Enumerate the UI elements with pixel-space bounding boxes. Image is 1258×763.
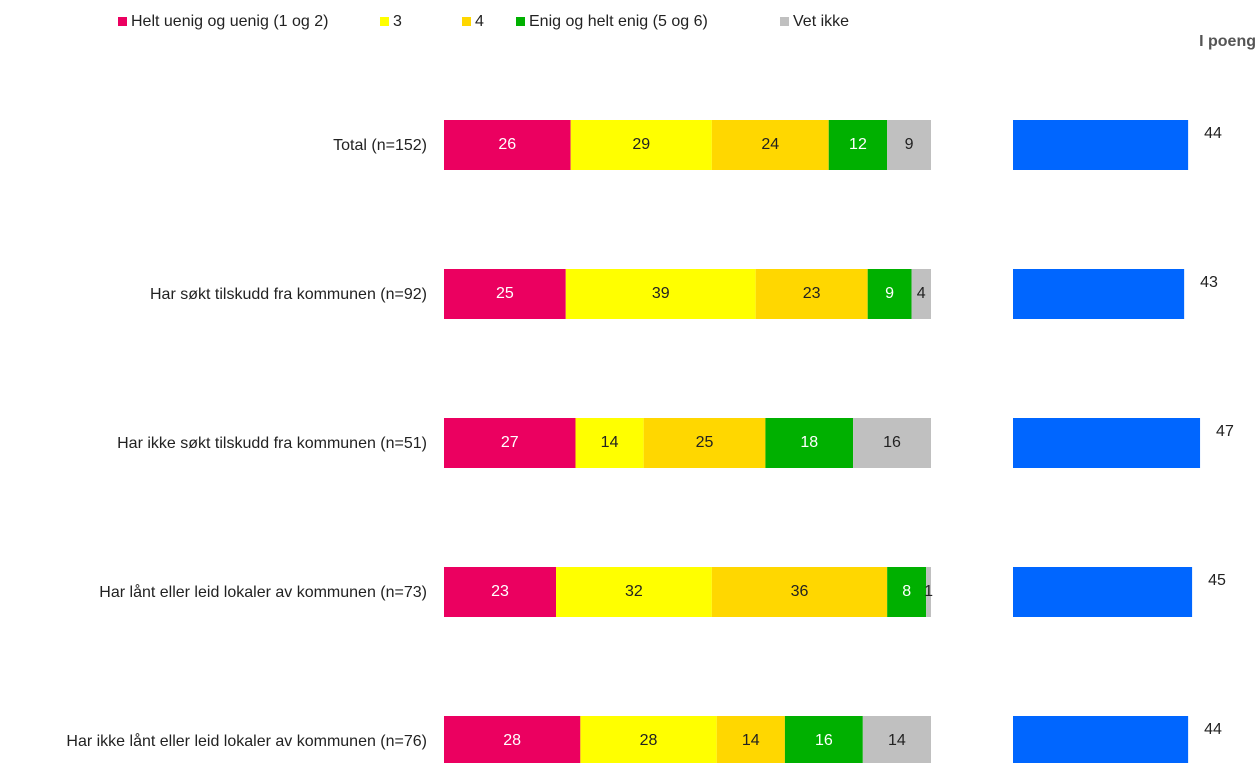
bar-segment <box>862 716 931 763</box>
bar-segment <box>444 269 566 319</box>
bar-segment <box>887 120 931 170</box>
bar-segment <box>765 418 854 468</box>
bar-segment <box>853 418 931 468</box>
bar-segment <box>444 716 581 763</box>
data-label: 18 <box>800 434 818 451</box>
legend-swatch <box>780 17 789 26</box>
data-label: 25 <box>496 285 514 302</box>
data-label: 27 <box>501 434 519 451</box>
data-label: 36 <box>791 583 809 600</box>
legend-label: 3 <box>393 13 402 30</box>
category-label: Har søkt tilskudd fra kommunen (n=92) <box>150 285 427 303</box>
data-label: 9 <box>885 285 894 302</box>
legend-label: Helt uenig og uenig (1 og 2) <box>131 13 328 30</box>
category-label: Har lånt eller leid lokaler av kommunen … <box>99 583 427 601</box>
data-label: 4 <box>917 285 926 302</box>
data-label: 16 <box>883 434 901 451</box>
data-label: 12 <box>849 136 867 153</box>
bar <box>1013 567 1193 617</box>
data-label: 26 <box>498 136 516 153</box>
data-label: 25 <box>696 434 714 451</box>
bar-segment <box>643 418 766 468</box>
bar <box>1013 418 1201 468</box>
bar-segment <box>575 418 644 468</box>
legend-swatch <box>516 17 525 26</box>
bar-segment <box>867 269 912 319</box>
data-label: 23 <box>491 583 509 600</box>
data-label: 47 <box>1216 423 1234 440</box>
legend-swatch <box>118 17 127 26</box>
legend-swatch <box>380 17 389 26</box>
data-label: 28 <box>503 732 521 749</box>
bar <box>1013 269 1185 319</box>
legend-label: Vet ikke <box>793 13 849 30</box>
data-label: 14 <box>601 434 619 451</box>
category-label: Har ikke søkt tilskudd fra kommunen (n=5… <box>117 434 427 452</box>
bar-segment <box>887 567 927 617</box>
data-label: 14 <box>742 732 760 749</box>
data-label: 28 <box>640 732 658 749</box>
data-label: 24 <box>761 136 779 153</box>
legend-swatch <box>462 17 471 26</box>
bar-segment <box>711 567 888 617</box>
data-label: 45 <box>1208 572 1226 589</box>
data-label: 44 <box>1204 125 1222 142</box>
bar-segment <box>556 567 712 617</box>
data-label: 23 <box>803 285 821 302</box>
bar-segment <box>444 418 576 468</box>
data-label: 9 <box>905 136 914 153</box>
data-label: 16 <box>815 732 833 749</box>
bar-segment <box>716 716 785 763</box>
data-label: 43 <box>1200 274 1218 291</box>
data-label: 32 <box>625 583 643 600</box>
data-label: 44 <box>1204 721 1222 738</box>
bar-segment <box>711 120 829 170</box>
data-label: 14 <box>888 732 906 749</box>
bar-segment <box>580 716 717 763</box>
data-label: 39 <box>652 285 670 302</box>
data-label: 8 <box>902 583 911 600</box>
category-label: Har ikke lånt eller leid lokaler av komm… <box>66 732 427 750</box>
legend-label: Enig og helt enig (5 og 6) <box>529 13 708 30</box>
bar-segment <box>444 567 557 617</box>
bar <box>1013 120 1189 170</box>
data-label: 1 <box>924 583 933 600</box>
category-label: Total (n=152) <box>333 136 427 154</box>
legend-label: 4 <box>475 13 484 30</box>
bar-segment <box>784 716 863 763</box>
bar-segment <box>755 269 868 319</box>
bar-segment <box>570 120 712 170</box>
bar-segment <box>911 269 931 319</box>
bar-segment <box>926 567 931 617</box>
bar-segment <box>444 120 571 170</box>
bar <box>1013 716 1189 763</box>
panel-title: I poeng <box>1199 33 1256 50</box>
bar-segment <box>828 120 888 170</box>
bar-segment <box>565 269 756 319</box>
data-label: 29 <box>632 136 650 153</box>
